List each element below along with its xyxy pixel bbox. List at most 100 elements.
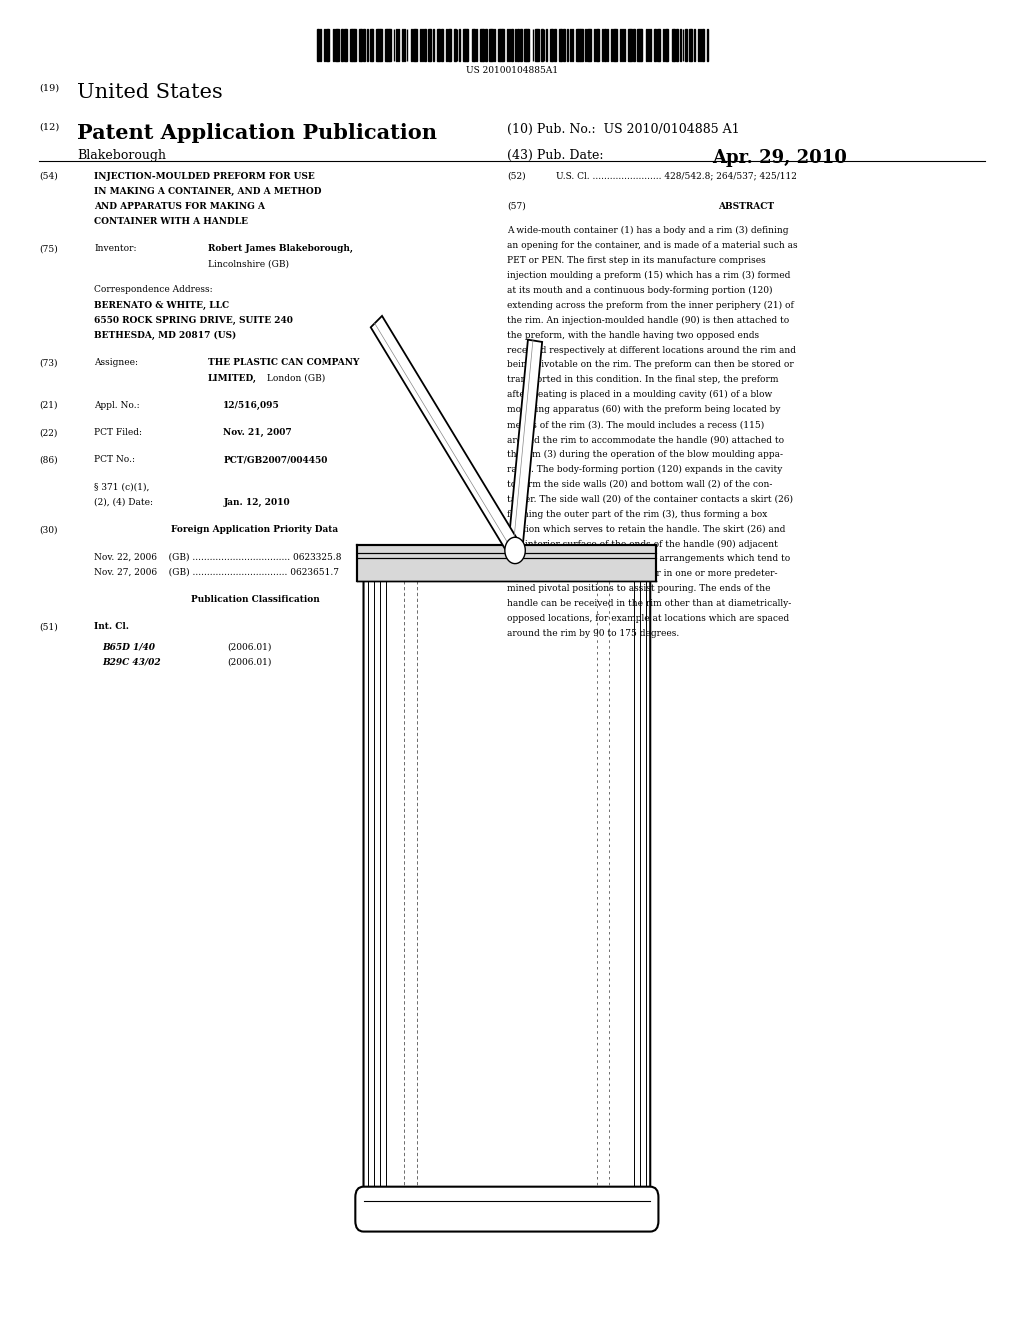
- Text: section which serves to retain the handle. The skirt (26) and: section which serves to retain the handl…: [507, 524, 785, 533]
- Text: mined pivotal positions to assist pouring. The ends of the: mined pivotal positions to assist pourin…: [507, 585, 770, 593]
- Text: PCT/GB2007/004450: PCT/GB2007/004450: [223, 455, 328, 465]
- Bar: [656, 29, 658, 61]
- Bar: [472, 29, 474, 61]
- Polygon shape: [508, 339, 542, 552]
- Text: Int. Cl.: Int. Cl.: [94, 623, 129, 631]
- Bar: [335, 29, 337, 61]
- Text: (57): (57): [507, 202, 525, 211]
- Text: Foreign Application Priority Data: Foreign Application Priority Data: [171, 525, 339, 535]
- Bar: [447, 29, 450, 61]
- Text: to form the side walls (20) and bottom wall (2) of the con-: to form the side walls (20) and bottom w…: [507, 479, 772, 488]
- Text: the preform, with the handle having two opposed ends: the preform, with the handle having two …: [507, 330, 759, 339]
- Bar: [482, 29, 484, 61]
- Text: US 20100104885A1: US 20100104885A1: [466, 66, 558, 75]
- Bar: [333, 29, 334, 61]
- Text: Lincolnshire (GB): Lincolnshire (GB): [208, 260, 289, 269]
- Bar: [579, 29, 580, 61]
- Text: the interior surface of the ends of the handle (90) adjacent: the interior surface of the ends of the …: [507, 540, 778, 549]
- Text: 12/516,095: 12/516,095: [223, 401, 280, 409]
- Bar: [685, 29, 687, 61]
- Text: (52): (52): [507, 172, 525, 181]
- Text: LIMITED,: LIMITED,: [208, 374, 257, 383]
- Bar: [500, 29, 502, 61]
- Bar: [354, 29, 356, 61]
- Bar: [676, 29, 678, 61]
- Bar: [372, 29, 374, 61]
- Bar: [517, 29, 519, 61]
- Bar: [352, 29, 354, 61]
- Bar: [428, 29, 430, 61]
- Text: PCT No.:: PCT No.:: [94, 455, 135, 465]
- Text: United States: United States: [77, 83, 222, 102]
- Text: Correspondence Address:: Correspondence Address:: [94, 285, 213, 294]
- Bar: [606, 29, 608, 61]
- Bar: [587, 29, 589, 61]
- Text: latch the handle on the container in one or more predeter-: latch the handle on the container in one…: [507, 569, 777, 578]
- Bar: [693, 29, 695, 61]
- Bar: [535, 29, 537, 61]
- Text: London (GB): London (GB): [264, 374, 326, 383]
- Bar: [666, 29, 668, 61]
- Text: around the rim by 90 to 175 degrees.: around the rim by 90 to 175 degrees.: [507, 628, 679, 638]
- Text: the rim (3) during the operation of the blow moulding appa-: the rim (3) during the operation of the …: [507, 450, 783, 459]
- Bar: [604, 29, 606, 61]
- Bar: [346, 29, 347, 61]
- Bar: [633, 29, 635, 61]
- Text: opposed locations, for example at locations which are spaced: opposed locations, for example at locati…: [507, 614, 790, 623]
- Text: (51): (51): [39, 623, 57, 631]
- Bar: [422, 29, 423, 61]
- Bar: [507, 29, 508, 61]
- Bar: [357, 545, 656, 581]
- Text: (2006.01): (2006.01): [227, 643, 271, 651]
- Text: A wide-mouth container (1) has a body and a rim (3) defining: A wide-mouth container (1) has a body an…: [507, 226, 788, 235]
- Bar: [484, 29, 486, 61]
- Text: after heating is placed in a moulding cavity (61) of a blow: after heating is placed in a moulding ca…: [507, 391, 772, 400]
- Text: (22): (22): [39, 428, 57, 437]
- Bar: [341, 29, 343, 61]
- Text: Robert James Blakeborough,: Robert James Blakeborough,: [208, 244, 353, 253]
- Bar: [707, 29, 708, 61]
- Bar: [524, 29, 526, 61]
- Bar: [492, 29, 494, 61]
- Bar: [563, 29, 564, 61]
- Bar: [637, 29, 639, 61]
- Bar: [631, 29, 632, 61]
- Bar: [395, 29, 397, 61]
- Bar: [615, 29, 616, 61]
- Bar: [350, 29, 351, 61]
- Bar: [413, 29, 415, 61]
- Bar: [324, 29, 326, 61]
- Polygon shape: [505, 537, 525, 564]
- Text: Nov. 27, 2006    (GB) ................................. 0623651.7: Nov. 27, 2006 (GB) .....................…: [94, 568, 339, 577]
- Bar: [569, 29, 571, 61]
- Text: thereto have cooperating detent arrangements which tend to: thereto have cooperating detent arrangem…: [507, 554, 791, 564]
- Bar: [620, 29, 622, 61]
- Text: an opening for the container, and is made of a material such as: an opening for the container, and is mad…: [507, 242, 798, 251]
- Bar: [554, 29, 556, 61]
- Bar: [326, 29, 328, 61]
- Bar: [646, 29, 647, 61]
- Bar: [337, 29, 339, 61]
- Text: IN MAKING A CONTAINER, AND A METHOD: IN MAKING A CONTAINER, AND A METHOD: [94, 186, 322, 195]
- Text: ratus. The body-forming portion (120) expands in the cavity: ratus. The body-forming portion (120) ex…: [507, 465, 782, 474]
- Bar: [398, 29, 399, 61]
- Bar: [433, 29, 434, 61]
- Bar: [702, 29, 703, 61]
- Text: around the rim to accommodate the handle (90) attached to: around the rim to accommodate the handle…: [507, 436, 784, 444]
- Bar: [511, 29, 513, 61]
- Text: B29C 43/02: B29C 43/02: [102, 657, 161, 667]
- Bar: [654, 29, 656, 61]
- Text: forming the outer part of the rim (3), thus forming a box: forming the outer part of the rim (3), t…: [507, 510, 767, 519]
- Text: handle can be received in the rim other than at diametrically-: handle can be received in the rim other …: [507, 599, 792, 609]
- Text: (73): (73): [39, 358, 57, 367]
- Bar: [424, 29, 426, 61]
- Bar: [319, 29, 322, 61]
- Text: (10) Pub. No.:  US 2010/0104885 A1: (10) Pub. No.: US 2010/0104885 A1: [507, 123, 739, 136]
- Bar: [639, 29, 641, 61]
- Bar: [378, 29, 380, 61]
- Bar: [561, 29, 562, 61]
- Bar: [463, 29, 465, 61]
- Text: Inventor:: Inventor:: [94, 244, 137, 253]
- Text: being pivotable on the rim. The preform can then be stored or: being pivotable on the rim. The preform …: [507, 360, 794, 370]
- Text: (2006.01): (2006.01): [227, 657, 271, 667]
